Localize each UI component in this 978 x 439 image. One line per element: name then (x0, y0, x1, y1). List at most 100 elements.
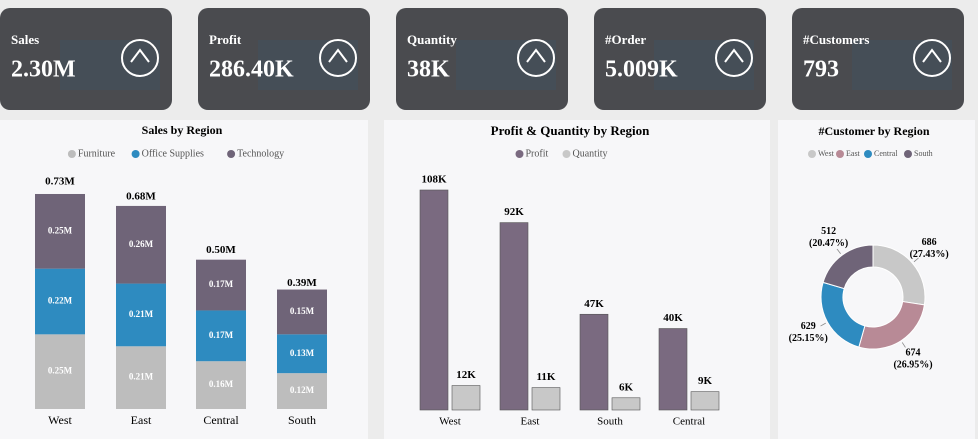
kpi-value: 2.30M (11, 57, 76, 83)
legend-label: Quantity (573, 148, 608, 159)
legend-label: Technology (237, 148, 284, 159)
kpi-icon (715, 39, 753, 77)
legend-marker (864, 150, 872, 158)
kpi-value: 793 (803, 57, 839, 83)
kpi-value: 38K (407, 57, 450, 83)
bar (611, 397, 641, 411)
bar-segment (277, 373, 327, 409)
bar-segment (35, 193, 85, 269)
kpi-glow (654, 40, 754, 90)
legend-marker (227, 150, 236, 158)
total-label: 0.50M (206, 244, 236, 256)
bar (419, 189, 449, 411)
panel (778, 120, 975, 439)
value-label: 0.26M (129, 239, 154, 249)
leader-line (913, 257, 919, 263)
value-label: 0.16M (209, 379, 234, 389)
bar-segment (277, 289, 327, 335)
kpi-label: Quantity (407, 32, 457, 47)
value-label: 674 (906, 348, 921, 359)
value-label: 512 (821, 226, 836, 237)
bar (658, 328, 688, 411)
value-label: 0.12M (290, 385, 315, 395)
value-label: 0.13M (290, 348, 315, 358)
legend-marker (67, 150, 76, 158)
chart-title: Profit & Quantity by Region (491, 123, 650, 138)
legend-marker (836, 150, 844, 158)
bar-segment (116, 346, 166, 409)
bar (531, 387, 561, 411)
legend-label: Furniture (78, 148, 116, 159)
kpi-glow (60, 40, 160, 90)
leader-line (820, 322, 826, 327)
legend-label: East (846, 149, 861, 158)
value-label: 6K (619, 381, 634, 393)
bar (579, 313, 609, 411)
kpi-value: 5.009K (605, 57, 678, 83)
value-label: 0.25M (48, 225, 73, 235)
percent-label: (20.47%) (809, 238, 848, 249)
legend-label: Central (874, 149, 898, 158)
value-label: 92K (504, 206, 524, 218)
total-label: 0.68M (126, 190, 156, 202)
bar-segment (116, 283, 166, 347)
panel (384, 120, 770, 439)
legend-marker (515, 150, 524, 158)
kpi-label: #Customers (803, 32, 869, 47)
value-label: 0.17M (209, 330, 234, 340)
leader-line (901, 342, 906, 348)
bar-segment (196, 259, 246, 311)
kpi-label: #Order (605, 32, 646, 47)
kpi-card (0, 8, 172, 110)
kpi-card (396, 8, 568, 110)
kpi-glow (852, 40, 952, 90)
kpi-icon (724, 48, 744, 63)
kpi-icon (517, 39, 555, 77)
value-label: 0.17M (209, 279, 234, 289)
legend-marker (904, 150, 912, 158)
legend-label: West (818, 149, 835, 158)
kpi-icon (526, 48, 546, 63)
x-tick-label: Central (673, 416, 705, 428)
x-tick-label: West (439, 416, 461, 428)
value-label: 9K (698, 375, 713, 387)
x-tick-label: East (131, 413, 152, 427)
chart-title: Sales by Region (142, 123, 223, 137)
value-label: 0.22M (48, 296, 73, 306)
legend-label: South (914, 149, 933, 158)
percent-label: (25.15%) (789, 333, 828, 344)
value-label: 686 (922, 237, 937, 248)
legend-marker (131, 150, 140, 158)
x-tick-label: South (597, 416, 623, 428)
leader-line (836, 248, 841, 255)
legend-marker (562, 150, 571, 158)
x-tick-label: West (48, 413, 72, 427)
legend-label: Office Supplies (142, 148, 204, 159)
bar-segment (277, 334, 327, 374)
value-label: 0.21M (129, 309, 154, 319)
kpi-card (594, 8, 766, 110)
kpi-card (792, 8, 964, 110)
value-label: 108K (421, 174, 447, 186)
x-tick-label: Central (203, 413, 239, 427)
kpi-glow (456, 40, 556, 90)
bar-segment (35, 334, 85, 409)
bar-segment (196, 361, 246, 409)
kpi-value: 286.40K (209, 57, 294, 83)
kpi-icon (319, 39, 357, 77)
percent-label: (27.43%) (910, 249, 949, 260)
bar (499, 222, 529, 411)
kpi-label: Sales (11, 32, 39, 47)
kpi-icon (328, 48, 348, 63)
legend-marker (808, 150, 816, 158)
kpi-icon (130, 48, 150, 63)
kpi-icon (922, 48, 942, 63)
total-label: 0.39M (287, 277, 317, 289)
value-label: 40K (663, 312, 683, 324)
value-label: 0.25M (48, 366, 73, 376)
kpi-label: Profit (209, 32, 242, 47)
bar (451, 385, 481, 411)
kpi-glow (258, 40, 358, 90)
value-label: 0.15M (290, 306, 315, 316)
